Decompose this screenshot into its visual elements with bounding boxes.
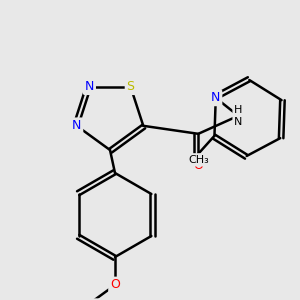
Text: O: O: [193, 159, 203, 172]
Text: N: N: [211, 92, 220, 104]
Text: O: O: [110, 278, 120, 292]
Text: CH₃: CH₃: [188, 155, 209, 165]
Text: H
N: H N: [234, 105, 242, 127]
Text: N: N: [85, 80, 94, 93]
Text: N: N: [72, 119, 81, 132]
Text: S: S: [127, 80, 135, 93]
